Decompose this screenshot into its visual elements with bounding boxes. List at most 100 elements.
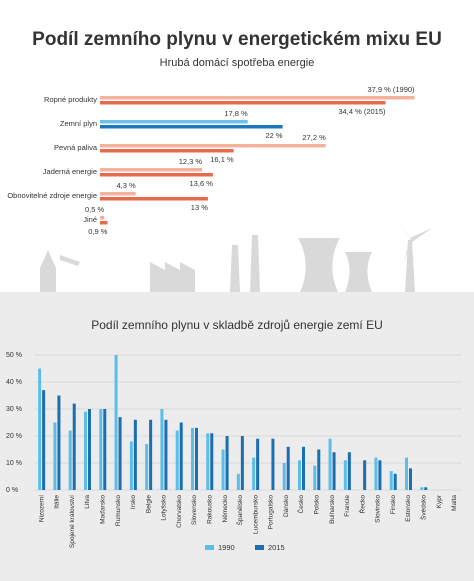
bottom-panel [0,292,474,581]
bar [343,460,347,490]
chart-subtitle: Hrubá domácí spotřeba energie [160,57,315,69]
y-tick-label: 20 % [6,433,22,440]
x-tick-label: Francie [344,495,351,517]
bar [240,436,244,490]
bar [195,427,198,490]
value-label: 34,4 % (2015) [338,107,386,116]
bar [374,457,378,490]
value-label: 4,3 % [117,181,137,190]
x-tick-label: Bulharsko [329,495,336,524]
legend-label: 2015 [268,543,285,552]
value-label: 13 % [191,203,208,212]
bar [84,411,87,490]
bar [160,409,164,490]
x-tick-label: Rumunsko [115,495,122,526]
x-tick-label: Itálie [54,495,61,509]
bar [100,216,105,220]
bar [53,422,57,490]
bar [363,460,367,490]
x-tick-label: Litva [84,495,91,509]
bar [286,446,290,490]
x-tick-label: Švédsko [419,495,428,520]
x-tick-label: Irsko [130,495,137,509]
bar [100,168,203,172]
value-label: 22 % [265,131,282,140]
x-tick-label: Slovinsko [375,495,382,523]
bar [100,96,415,100]
x-tick-label: Estonsko [405,495,412,522]
category-label: Ropné produkty [44,95,97,104]
bar [100,101,386,105]
bar [100,120,248,124]
bar [393,473,397,490]
bar [236,473,240,490]
bar [100,125,283,129]
bar [100,221,108,225]
bar [206,433,210,490]
bar [100,192,136,196]
y-tick-label: 40 % [6,379,22,386]
bar [191,427,194,490]
category-label: Pevná paliva [54,143,98,152]
bar [405,457,408,490]
bar [57,395,61,490]
bar [145,444,149,490]
bar [225,436,229,490]
value-label: 13,6 % [190,179,214,188]
industry-silhouette [40,218,432,292]
category-label: Jaderná energie [43,167,97,176]
category-label: Zemní plyn [60,119,97,128]
x-tick-label: Lucembursko [252,495,259,534]
bar [179,422,183,490]
bar [424,487,428,490]
chart-title: Podíl zemního plynu v energetickém mixu … [32,29,442,50]
legend-label: 1990 [218,543,235,552]
x-tick-label: Dánsko [283,495,290,517]
bar [99,409,103,490]
x-tick-label: Finsko [390,495,397,515]
x-tick-label: Lotyšsko [161,495,168,521]
bar [118,417,122,490]
bar [72,403,76,490]
bar [100,144,326,148]
bar [409,468,412,490]
bar [256,438,260,490]
x-tick-label: Nizozemí [38,495,45,522]
x-tick-label: Kypr [436,494,443,508]
value-label: 17,8 % [224,109,248,118]
bar [88,409,91,490]
value-label: 27,2 % [302,133,326,142]
category-label: Jiné [83,215,97,224]
bar [38,368,42,490]
value-label: 37,9 % (1990) [367,85,415,94]
bar [175,430,179,490]
y-tick-label: 30 % [6,406,22,413]
x-tick-label: Řecko [357,495,366,514]
bar [42,390,46,490]
legend-swatch [205,545,214,550]
bar [328,438,332,490]
bar [298,460,301,490]
value-label: 16,1 % [210,155,234,164]
bar [210,433,214,490]
bar [252,457,256,490]
x-tick-label: Maďarsko [100,495,107,524]
bar [133,419,137,490]
bar [302,446,305,490]
chart-title: Podíl zemního plynu v skladbě zdrojů ene… [91,318,383,332]
x-tick-label: Spojené království [69,495,76,548]
x-tick-label: Česko [296,495,305,514]
bar [317,449,321,490]
x-tick-label: Malta [451,495,458,511]
bar [378,460,382,490]
bar [149,419,153,490]
x-tick-label: Slovensko [191,495,198,525]
bar [129,441,133,490]
value-label: 0,5 % [85,205,105,214]
value-label: 12,3 % [179,157,203,166]
bar [332,452,336,490]
bar [282,463,286,490]
bar [164,419,168,490]
bar [347,452,351,490]
bar [221,449,225,490]
